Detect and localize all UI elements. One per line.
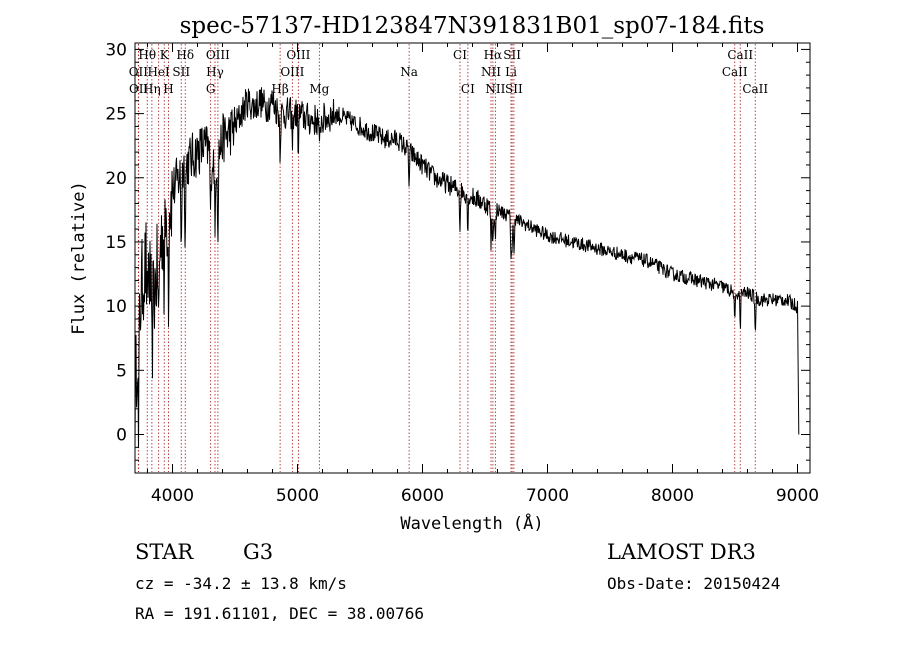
y-tick-label: 15 xyxy=(105,233,127,253)
x-tick-label: 7000 xyxy=(526,486,569,506)
plot-frame xyxy=(134,42,811,474)
line-label: H xyxy=(163,82,173,96)
x-tick-label: 5000 xyxy=(276,486,319,506)
line-label: Hβ xyxy=(271,82,288,96)
y-tick-label: 10 xyxy=(105,297,127,317)
y-tick-label: 25 xyxy=(105,105,127,125)
line-label: Hγ xyxy=(206,65,224,79)
observation-date: Obs-Date: 20150424 xyxy=(607,574,781,593)
line-label: OII xyxy=(129,65,149,79)
line-label: CaII xyxy=(742,82,768,96)
line-label: OIII xyxy=(206,48,230,62)
line-label: G xyxy=(206,82,216,96)
line-label: SII xyxy=(503,48,521,62)
line-label: Hθ xyxy=(138,48,156,62)
spectral-subclass: G3 xyxy=(243,540,274,564)
x-axis-label: Wavelength (Å) xyxy=(400,512,543,534)
x-axis: 4000 5000 6000 7000 8000 9000 xyxy=(147,43,819,506)
line-label: Hη xyxy=(143,82,161,96)
line-label: OII xyxy=(129,82,149,96)
spectrum-chart: spec-57137-HD123847N391831B01_sp07-184.f… xyxy=(69,13,819,534)
line-label: CI xyxy=(453,48,467,62)
line-label: OIII xyxy=(280,65,304,79)
line-label: Hδ xyxy=(176,48,194,62)
x-tick-label: 8000 xyxy=(651,486,694,506)
x-tick-label: 9000 xyxy=(776,486,819,506)
line-label: SII xyxy=(505,82,523,96)
line-label: Mg xyxy=(309,82,329,96)
y-tick-label: 30 xyxy=(105,40,127,60)
line-label: NII xyxy=(485,82,505,96)
line-label: CI xyxy=(461,82,475,96)
line-label: Li xyxy=(505,65,517,79)
survey-name: LAMOST DR3 xyxy=(607,540,756,564)
line-label: K xyxy=(160,48,170,62)
line-label: CaII xyxy=(722,65,748,79)
y-axis: 0 5 10 15 20 25 30 xyxy=(105,40,810,461)
redshift-readout: cz = -34.2 ± 13.8 km/s xyxy=(135,574,347,593)
line-label: Hα xyxy=(484,48,503,62)
y-tick-label: 20 xyxy=(105,169,127,189)
object-type: STAR xyxy=(135,540,194,564)
chart-title: spec-57137-HD123847N391831B01_sp07-184.f… xyxy=(180,13,765,39)
y-tick-label: 5 xyxy=(116,361,127,381)
line-label: Na xyxy=(400,65,418,79)
line-label: HeI xyxy=(147,65,170,79)
y-axis-label: Flux (relative) xyxy=(69,181,89,335)
x-tick-label: 6000 xyxy=(401,486,444,506)
x-tick-label: 4000 xyxy=(151,486,194,506)
line-label: CaII xyxy=(727,48,753,62)
y-tick-label: 0 xyxy=(116,425,127,445)
line-label: OIII xyxy=(286,48,310,62)
emission-line-markers xyxy=(137,44,756,472)
line-label: SII xyxy=(172,65,190,79)
line-label: NII xyxy=(481,65,501,79)
spectrum-line xyxy=(134,87,800,449)
coordinates-readout: RA = 191.61101, DEC = 38.00766 xyxy=(135,604,424,623)
